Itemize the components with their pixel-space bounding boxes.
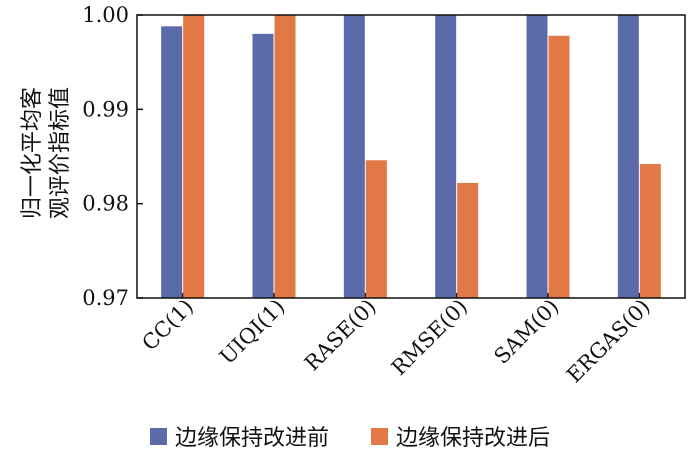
bar-after-sam0	[548, 35, 570, 299]
bar-after-cc1	[183, 15, 205, 298]
x-tick-label-rase0: RASE(0)	[300, 295, 381, 376]
bar-before-uiqi1	[252, 33, 274, 298]
legend-item-before: 边缘保持改进前	[149, 420, 329, 452]
legend-swatch-before	[149, 427, 167, 445]
legend-swatch-after	[371, 427, 388, 445]
legend-label-before: 边缘保持改进前	[174, 426, 329, 451]
y-axis-label-line-1: 归一化平均客	[20, 86, 46, 219]
bar-before-cc1	[161, 26, 183, 298]
y-tick-label-1: 0.98	[82, 192, 129, 216]
plot-frame	[136, 14, 686, 299]
legend: 边缘保持改进前 边缘保持改进后	[0, 420, 700, 452]
x-tick-label-cc1: CC(1)	[137, 295, 198, 356]
bar-after-rase0	[365, 160, 387, 298]
y-axis-label: 归一化平均客 观评价指标值	[18, 10, 76, 295]
x-tick-label-rmse0: RMSE(0)	[387, 295, 472, 380]
bar-before-ergas0	[617, 15, 639, 298]
bar-before-rase0	[343, 15, 365, 298]
y-tick-label-3: 1.00	[82, 3, 129, 27]
x-tick-label-ergas0: ERGAS(0)	[562, 295, 655, 388]
x-tick-label-sam0: SAM(0)	[489, 295, 563, 369]
bar-after-ergas0	[639, 164, 661, 298]
y-tick-label-2: 0.99	[82, 97, 129, 121]
bar-after-uiqi1	[274, 15, 296, 298]
legend-item-after: 边缘保持改进后	[371, 420, 550, 452]
bar-before-sam0	[526, 15, 548, 298]
x-tick-label-uiqi1: UIQI(1)	[215, 295, 289, 369]
y-axis-label-line-2: 观评价指标值	[48, 86, 74, 219]
bar-after-rmse0	[457, 182, 479, 298]
bar-before-rmse0	[435, 15, 457, 298]
legend-label-after: 边缘保持改进后	[396, 426, 551, 451]
y-tick-label-0: 0.97	[82, 286, 129, 310]
